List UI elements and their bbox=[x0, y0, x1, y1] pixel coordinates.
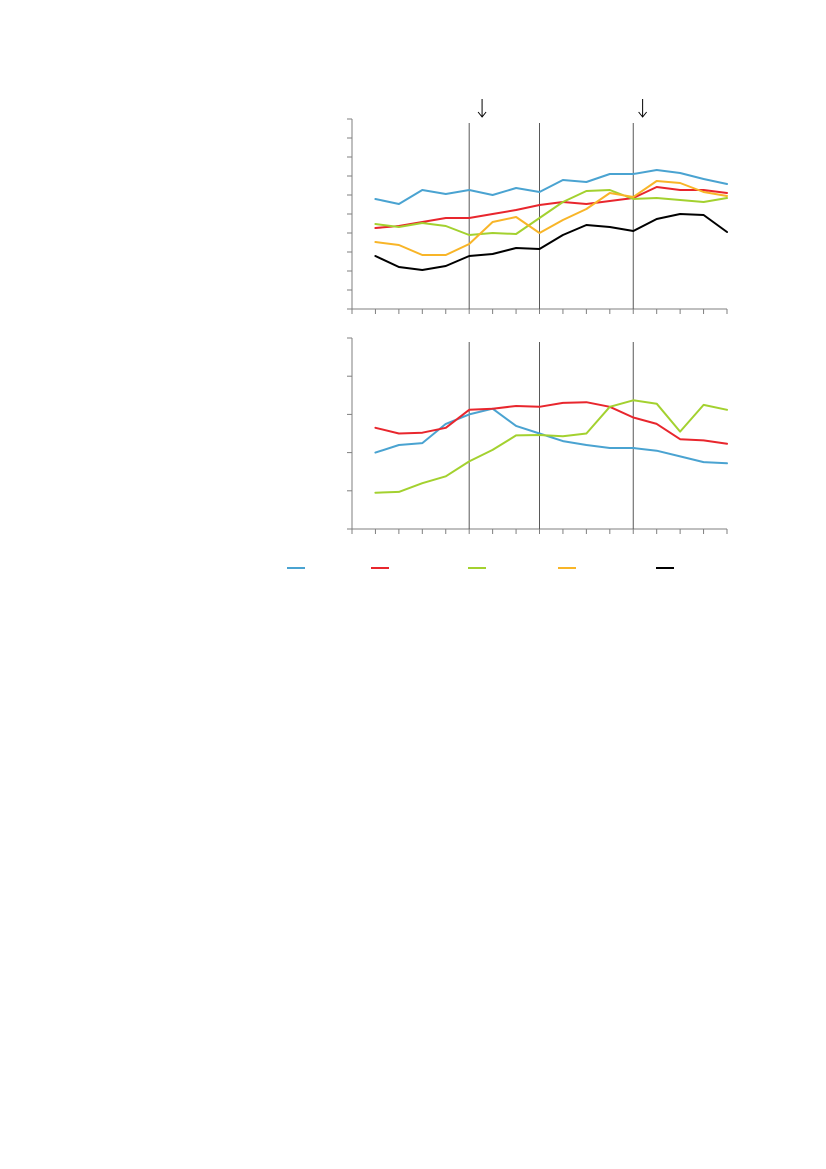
series-line-3 bbox=[374, 189, 728, 236]
top-line-chart bbox=[347, 99, 728, 314]
series-line-4 bbox=[374, 180, 728, 256]
down-arrow-icon bbox=[638, 99, 648, 118]
series-line-5 bbox=[374, 213, 728, 271]
series-line-2 bbox=[374, 186, 728, 229]
down-arrow-icon bbox=[477, 99, 487, 118]
series-line-1 bbox=[374, 407, 728, 465]
series-line-1 bbox=[374, 169, 728, 205]
series-line-2 bbox=[374, 401, 728, 445]
series-line-3 bbox=[374, 399, 728, 494]
bottom-line-chart bbox=[347, 337, 728, 534]
